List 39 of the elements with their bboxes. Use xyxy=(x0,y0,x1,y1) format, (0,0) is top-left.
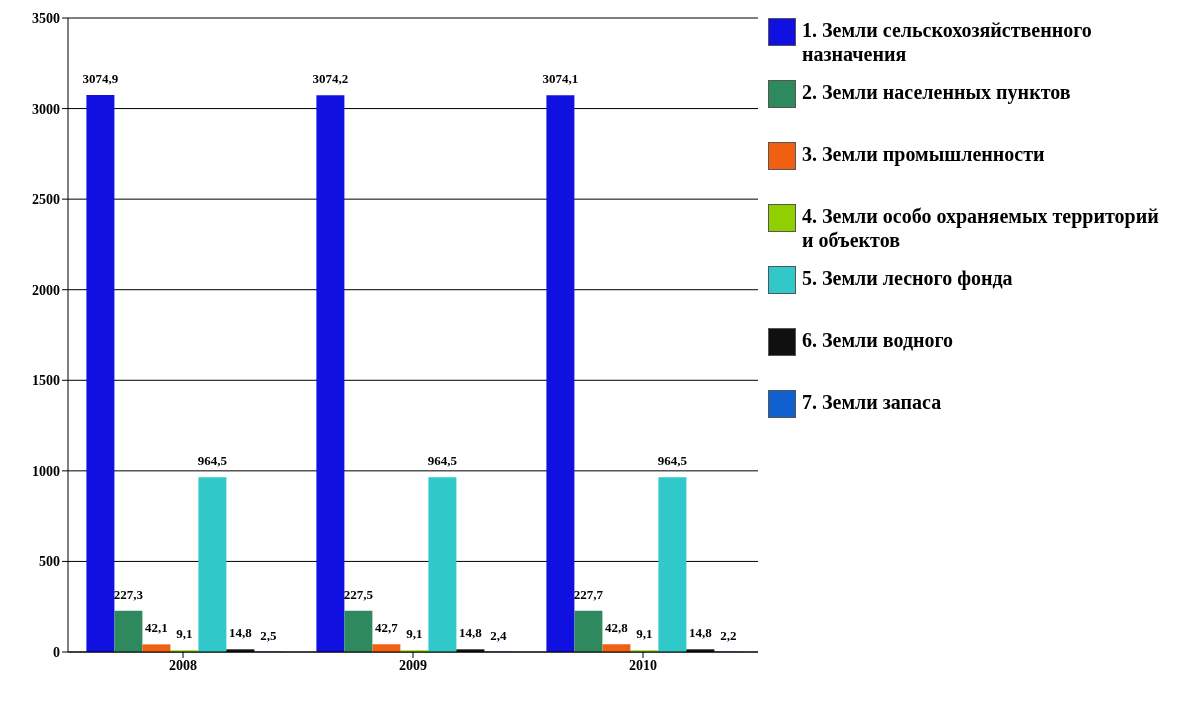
x-tick-label: 2008 xyxy=(169,657,197,673)
y-tick-label: 1000 xyxy=(32,463,60,479)
data-label: 14,8 xyxy=(459,625,483,641)
data-label: 9,1 xyxy=(406,626,423,642)
data-label: 2,2 xyxy=(720,627,737,643)
data-label: 227,3 xyxy=(113,586,144,602)
legend-label: 4. Земли особо охраняемых территорий и объектов xyxy=(802,204,1160,252)
x-tick-label: 2009 xyxy=(399,657,427,673)
data-label: 964,5 xyxy=(427,453,458,469)
y-tick-label: 0 xyxy=(53,644,60,660)
legend-label: 6. Земли водного xyxy=(802,328,954,352)
data-label: 3074,2 xyxy=(312,71,349,87)
data-label: 964,5 xyxy=(657,453,688,469)
y-tick-label: 1500 xyxy=(32,373,60,389)
data-label: 14,8 xyxy=(689,625,713,641)
data-label: 227,7 xyxy=(573,586,604,602)
x-tick-label: 2010 xyxy=(629,657,657,673)
y-tick-label: 3000 xyxy=(32,101,60,117)
data-label: 9,1 xyxy=(176,626,193,642)
data-label: 3074,1 xyxy=(542,71,579,87)
data-label: 964,5 xyxy=(197,453,228,469)
data-label: 42,1 xyxy=(145,620,168,636)
y-tick-label: 2500 xyxy=(32,192,60,208)
y-tick-label: 500 xyxy=(39,554,60,570)
legend-label: 7. Земли запаса xyxy=(802,390,942,414)
data-label: 42,7 xyxy=(375,620,399,636)
data-label: 2,4 xyxy=(490,627,508,643)
y-tick-label: 3500 xyxy=(32,10,60,26)
legend-label: 2. Земли населенных пунктов xyxy=(802,80,1071,104)
legend-label: 3. Земли промышленности xyxy=(802,142,1045,166)
data-label: 42,8 xyxy=(605,620,629,636)
y-tick-label: 2000 xyxy=(32,282,60,298)
legend-label: 1. Земли сельскохозяйственного назначения xyxy=(802,18,1093,66)
data-label: 2,5 xyxy=(260,627,278,643)
data-label: 14,8 xyxy=(229,625,253,641)
legend-label: 5. Земли лесного фонда xyxy=(802,266,1013,290)
data-label: 3074,9 xyxy=(82,71,119,86)
data-label: 9,1 xyxy=(636,626,653,642)
data-label: 227,5 xyxy=(343,586,374,602)
